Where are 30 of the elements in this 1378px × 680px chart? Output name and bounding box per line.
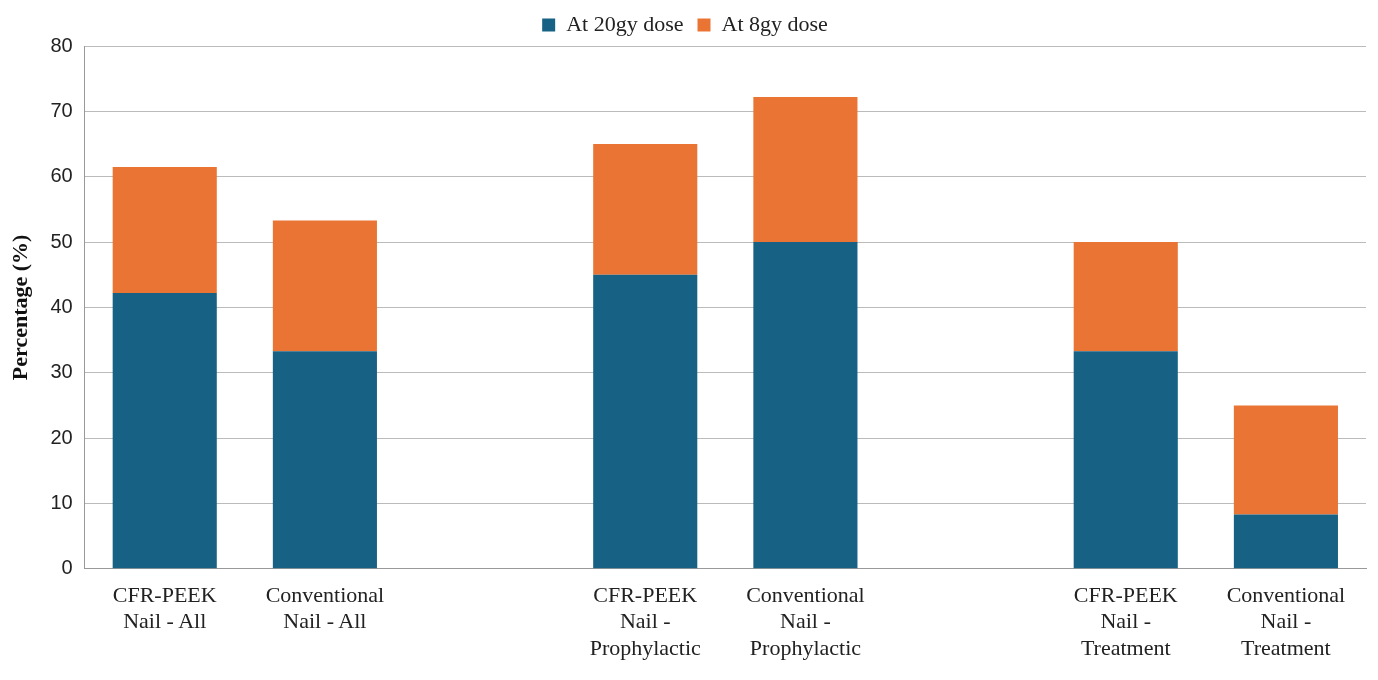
y-axis-title: Percentage (%) (6, 234, 32, 381)
bar (593, 274, 698, 569)
bar (753, 96, 858, 243)
bar (1233, 405, 1338, 515)
bar (272, 220, 377, 352)
x-tick-label: CFR-PEEK Nail - Prophylactic (589, 581, 702, 660)
bar (1073, 242, 1178, 352)
y-tick-label: 40 (50, 294, 73, 317)
bar (112, 166, 217, 294)
bar (1233, 514, 1338, 569)
y-tick-label: 80 (50, 33, 73, 56)
x-tick-label: Conventional Nail - Treatment (1226, 581, 1346, 660)
y-tick-label: 50 (50, 229, 73, 252)
y-tick-label: 70 (50, 98, 73, 121)
legend-label: At 8gy dose (721, 10, 828, 36)
y-tick-label: 10 (50, 490, 73, 513)
bar (272, 351, 377, 569)
x-tick-label: CFR-PEEK Nail - Treatment (1073, 581, 1178, 660)
bar (1073, 351, 1178, 569)
x-tick-label: Conventional Nail - All (265, 581, 385, 634)
bar (753, 242, 858, 569)
y-tick-label: 30 (50, 360, 73, 383)
y-tick-label: 20 (50, 425, 73, 448)
bar (112, 293, 217, 569)
legend-label: At 20gy dose (566, 10, 684, 36)
bar (593, 144, 698, 275)
x-tick-label: Conventional Nail - Prophylactic (746, 581, 865, 660)
y-tick-label: 60 (50, 164, 73, 187)
y-tick-label: 0 (61, 556, 73, 579)
x-tick-label: CFR-PEEK Nail - All (112, 581, 217, 634)
